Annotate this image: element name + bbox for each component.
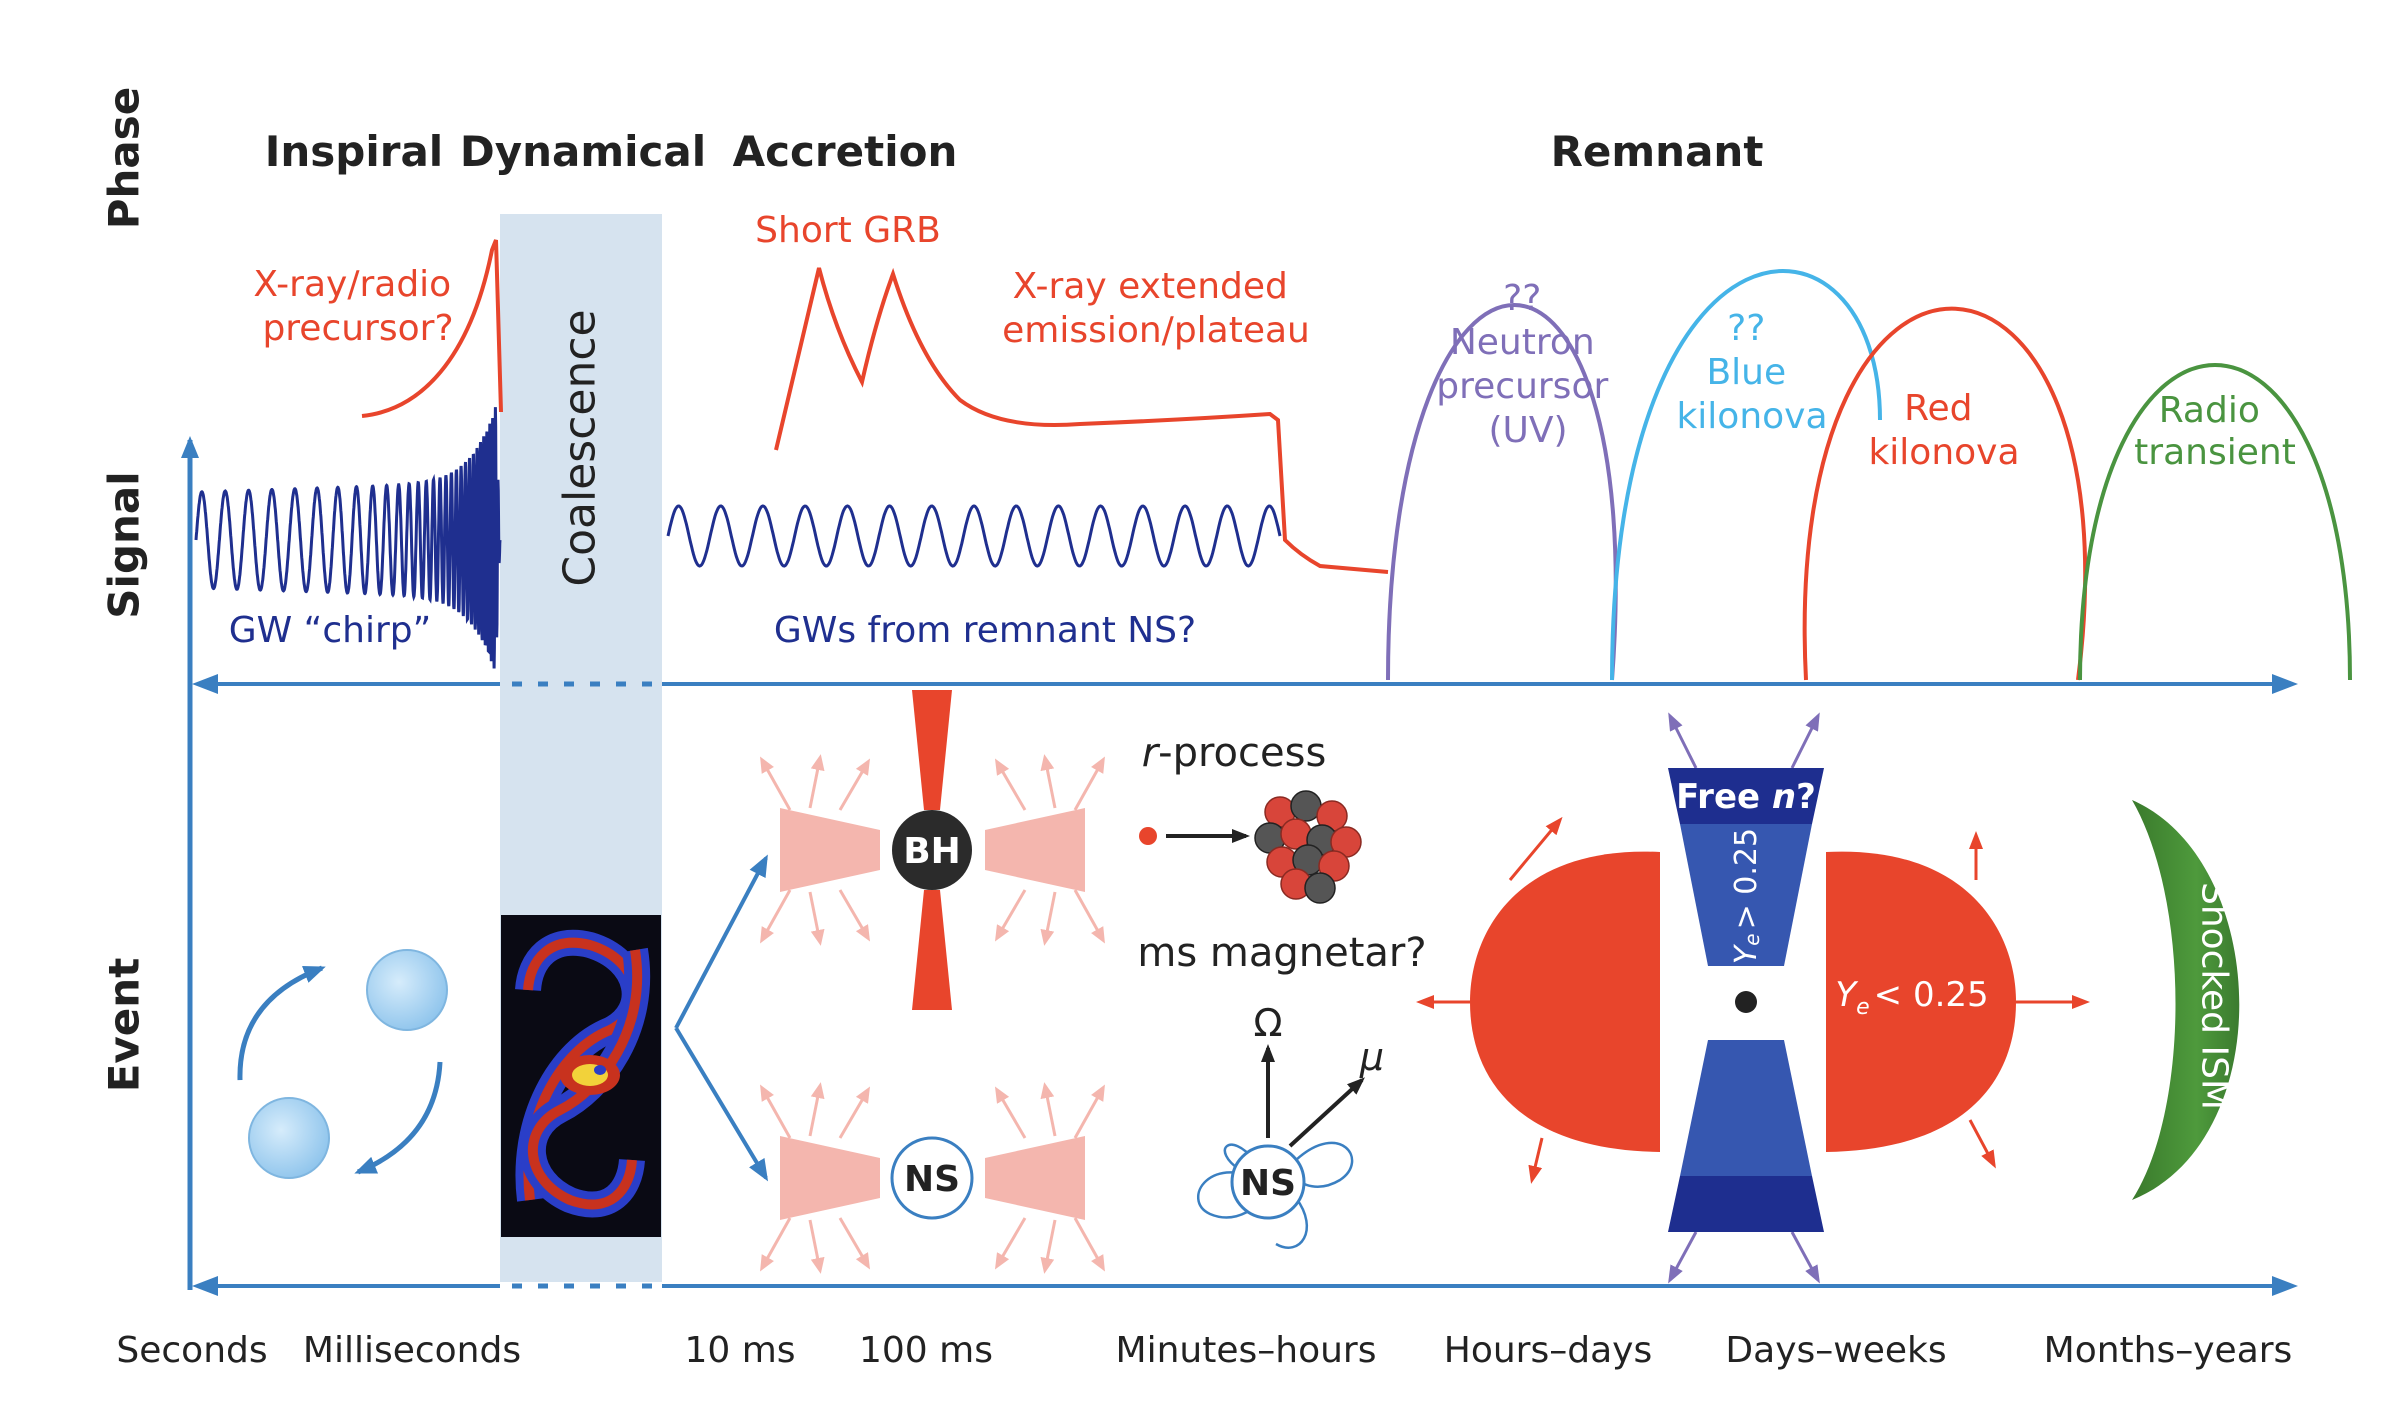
- blue-ejecta-base: [1668, 1176, 1824, 1232]
- time-minutes-hours: Minutes–hours: [1116, 1330, 1377, 1371]
- kilonova-ejecta-group: Ye < 0.25 Free n? Ye> 0.25: [1416, 712, 2090, 1284]
- precursor-label: X-ray/radio precursor?: [253, 264, 462, 349]
- orbit-arrow-1: [237, 965, 326, 1081]
- blue-ejecta-top: [1680, 824, 1812, 966]
- phase-remnant: Remnant: [1551, 127, 1764, 176]
- mu-arrow: [1288, 1077, 1365, 1148]
- neutron-particle: [1139, 827, 1157, 845]
- shocked-ism-shell: [2132, 800, 2240, 1200]
- ye-high-label: Ye> 0.25: [1729, 828, 1765, 964]
- field-loop-bottom: [1275, 1197, 1308, 1249]
- short-grb-label: Short GRB: [755, 210, 941, 251]
- wind-left: [780, 808, 880, 892]
- free-neutron-cap: [1668, 768, 1824, 824]
- branch-arrow-ns: [674, 1026, 769, 1182]
- ns-label: NS: [904, 1159, 960, 1200]
- ejecta-right-lobe: [1826, 851, 2016, 1152]
- neutron-star-1: [366, 949, 448, 1031]
- time-100ms: 100 ms: [859, 1330, 993, 1371]
- time-hours-days: Hours–days: [1444, 1330, 1652, 1371]
- heavy-nucleus: [1254, 790, 1362, 904]
- coalescence-label: Coalescence: [555, 309, 606, 586]
- blue-ejecta-bottom: [1680, 1040, 1812, 1176]
- signal-axis-right-arrowhead: [2272, 674, 2298, 694]
- radio-transient-label: Radio transient: [2134, 390, 2296, 473]
- phase-inspiral: Inspiral: [265, 127, 443, 176]
- time-seconds: Seconds: [116, 1330, 267, 1371]
- blue-kilonova-curve: [1610, 269, 1882, 681]
- jet-up: [912, 690, 952, 810]
- signal-row-label: Signal: [100, 471, 149, 618]
- phase-dynamical: Dynamical: [460, 127, 706, 176]
- ns-wind-right: [985, 1136, 1085, 1220]
- neutron-star-remnant-group: NS: [760, 1082, 1105, 1274]
- shocked-ism-label: Shocked ISM: [2194, 882, 2235, 1110]
- ns-wind-left: [780, 1136, 880, 1220]
- signal-axis-left-arrowhead: [192, 674, 218, 694]
- event-row-label: Event: [100, 958, 149, 1093]
- time-days-weeks: Days–weeks: [1725, 1330, 1946, 1371]
- xray-extended-label: X-ray extended emission/plateau: [1002, 266, 1310, 351]
- red-kilonova-label: Red kilonova: [1868, 388, 2019, 473]
- mu-label: μ: [1359, 1035, 1384, 1079]
- gw-chirp-label: GW “chirp”: [229, 610, 432, 651]
- red-kilonova-curve: [1802, 306, 2088, 681]
- time-axis-left-arrowhead: [192, 1276, 218, 1296]
- phase-row-label: Phase: [100, 87, 149, 230]
- short-grb-curve: [774, 267, 1389, 574]
- time-milliseconds: Milliseconds: [303, 1330, 521, 1371]
- jet-down: [912, 890, 952, 1010]
- magnetar-star: [1230, 1144, 1306, 1220]
- time-10ms: 10 ms: [684, 1330, 795, 1371]
- black-hole: [892, 810, 972, 890]
- neutron-precursor-label: ?? Neutron precursor (UV): [1436, 278, 1619, 451]
- magnetar-label: ms magnetar?: [1137, 930, 1426, 976]
- merger-simulation-image: [501, 915, 661, 1237]
- orbit-arrow-2: [354, 1061, 443, 1175]
- branch-arrow-bh: [674, 854, 768, 1029]
- time-months-years: Months–years: [2044, 1330, 2293, 1371]
- ejecta-left-lobe: [1470, 851, 1660, 1152]
- time-axis-right-arrowhead: [2272, 1276, 2298, 1296]
- neutron-star-2: [248, 1097, 330, 1179]
- central-remnant: [1735, 991, 1757, 1013]
- remnant-neutron-star: [890, 1136, 974, 1220]
- omega-label: Ω: [1253, 1001, 1282, 1045]
- radio-transient-curve: [2078, 363, 2352, 681]
- gw-chirp-waveform: [194, 407, 502, 669]
- black-hole-group: BH: [760, 690, 1105, 1010]
- neutron-precursor-curve: [1386, 303, 1618, 681]
- gw-remnant-label: GWs from remnant NS?: [774, 610, 1196, 651]
- bh-label: BH: [903, 831, 961, 872]
- r-process-label: r-process: [1142, 730, 1327, 776]
- ye-low-label: Ye < 0.25: [1835, 975, 1988, 1020]
- precursor-curve: [361, 239, 503, 418]
- magnetar-ns-label: NS: [1240, 1163, 1296, 1204]
- magnetar-group: NS Ω μ: [1197, 1001, 1384, 1249]
- free-neutron-label: Free n?: [1676, 777, 1816, 817]
- blue-kilonova-label: ?? Blue kilonova: [1676, 308, 1827, 437]
- phase-accretion: Accretion: [733, 127, 958, 176]
- gw-remnant-waveform: [666, 504, 1282, 568]
- wind-right: [985, 808, 1085, 892]
